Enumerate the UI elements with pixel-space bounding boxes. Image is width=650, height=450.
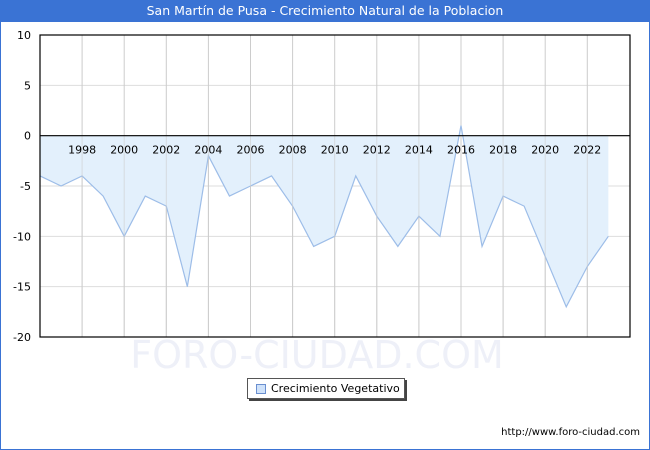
x-tick-label: 2010: [321, 144, 349, 157]
legend-swatch-icon: [256, 384, 266, 394]
chart-title: San Martín de Pusa - Crecimiento Natural…: [0, 0, 650, 22]
y-tick-label: -10: [13, 230, 31, 243]
source-url: http://www.foro-ciudad.com: [501, 427, 640, 438]
y-tick-label: 0: [24, 130, 31, 143]
x-tick-label: 2000: [110, 144, 138, 157]
y-tick-label: 10: [17, 29, 31, 42]
x-tick-label: 2012: [363, 144, 391, 157]
x-tick-label: 2022: [573, 144, 601, 157]
x-tick-label: 2016: [447, 144, 475, 157]
x-tick-label: 2018: [489, 144, 517, 157]
y-tick-label: 5: [24, 79, 31, 92]
x-tick-label: 2002: [152, 144, 180, 157]
x-tick-label: 2006: [237, 144, 265, 157]
x-tick-label: 1998: [68, 144, 96, 157]
plot-border: [39, 34, 631, 338]
area-series: [40, 125, 609, 307]
x-tick-label: 2004: [194, 144, 222, 157]
x-tick-label: 2020: [531, 144, 559, 157]
legend-label: Crecimiento Vegetativo: [271, 382, 400, 395]
y-tick-label: -15: [13, 281, 31, 294]
line-series: [39, 125, 609, 309]
x-tick-label: 2014: [405, 144, 433, 157]
legend: Crecimiento Vegetativo: [247, 378, 405, 399]
y-tick-label: -20: [13, 331, 31, 344]
watermark: FORO-CIUDAD.COM: [130, 333, 504, 377]
x-tick-label: 2008: [279, 144, 307, 157]
y-tick-label: -5: [20, 180, 31, 193]
